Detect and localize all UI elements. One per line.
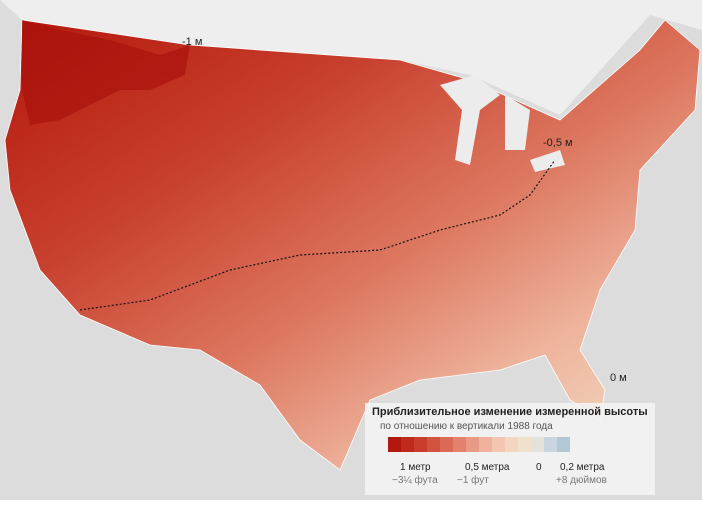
legend-metric-label: 0,5 метра [465, 462, 510, 473]
legend-swatch [440, 437, 453, 452]
legend-metric-label: 0,2 метра [560, 462, 605, 473]
legend-swatch [427, 437, 440, 452]
deepest-zone [22, 20, 190, 125]
legend-swatch [453, 437, 466, 452]
contour-label: 0 м [610, 372, 627, 384]
great-lakes [440, 75, 565, 172]
legend: Приблизительное изменение измеренной выс… [365, 403, 655, 495]
canada [0, 0, 702, 115]
legend-swatch [492, 437, 505, 452]
legend-imperial-label: −3¼ фута [392, 474, 438, 486]
legend-subtitle: по отношению к вертикали 1988 года [380, 421, 553, 432]
legend-swatch [388, 437, 401, 452]
legend-swatch [557, 437, 570, 452]
contour-label: -1 м [182, 36, 202, 48]
legend-swatch [466, 437, 479, 452]
legend-metric-label: 1 метр [400, 462, 431, 473]
legend-metric-label: 0 [536, 462, 542, 473]
legend-swatch [414, 437, 427, 452]
legend-swatch [401, 437, 414, 452]
contour-label: -0,5 м [543, 137, 573, 149]
legend-swatch [505, 437, 518, 452]
legend-title: Приблизительное изменение измеренной выс… [372, 406, 648, 418]
legend-swatch [544, 437, 557, 452]
zero-contour [79, 159, 556, 311]
legend-swatch [518, 437, 531, 452]
legend-imperial-label: +8 дюймов [556, 475, 607, 486]
legend-imperial-label: −1 фут [457, 474, 489, 486]
legend-swatch [531, 437, 544, 452]
legend-swatch [479, 437, 492, 452]
